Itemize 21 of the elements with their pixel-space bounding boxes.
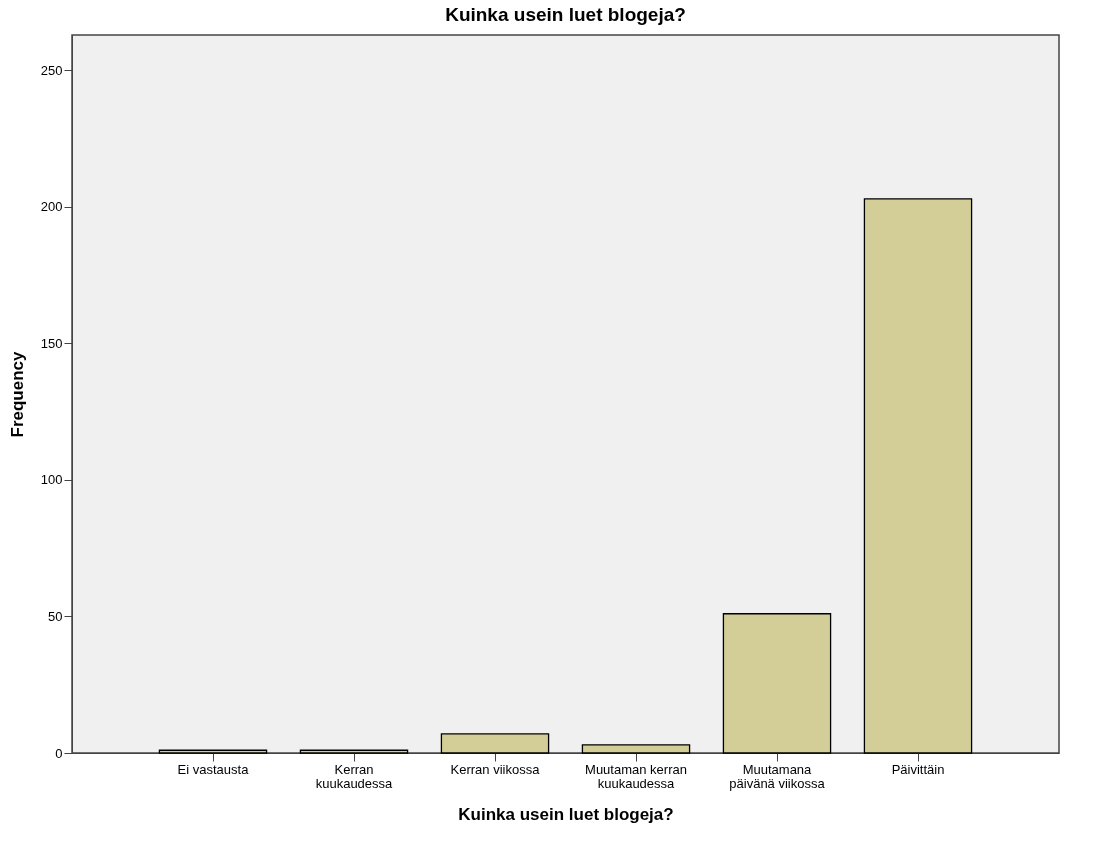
y-tick-label: 100 — [40, 472, 63, 488]
y-tick-label: 0 — [55, 745, 63, 761]
y-tick-label: 50 — [48, 609, 63, 624]
y-axis-title: Frequency — [7, 350, 27, 438]
x-axis-title: Kuinka usein luet blogeja? — [458, 804, 674, 824]
x-tick-label: Ei vastausta — [177, 761, 250, 777]
x-tick-label: Kerran viikossa — [450, 761, 541, 777]
y-tick-label: 150 — [40, 335, 63, 351]
bar — [158, 749, 268, 754]
bar — [299, 749, 409, 754]
x-tick-label: Päivittäin — [891, 761, 945, 777]
chart-title: Kuinka usein luet blogeja? — [445, 4, 686, 25]
y-tick-label: 200 — [40, 199, 63, 215]
bar — [863, 198, 973, 754]
bar — [722, 613, 832, 754]
x-tick-label: Muutamana päivänä viikossa — [729, 761, 826, 791]
bar — [581, 744, 691, 754]
x-tick-label: Muutaman kerran kuukaudessa — [585, 761, 687, 791]
bar — [440, 733, 550, 754]
y-tick-label: 250 — [40, 62, 63, 78]
x-tick-label: Kerran kuukaudessa — [315, 761, 394, 791]
